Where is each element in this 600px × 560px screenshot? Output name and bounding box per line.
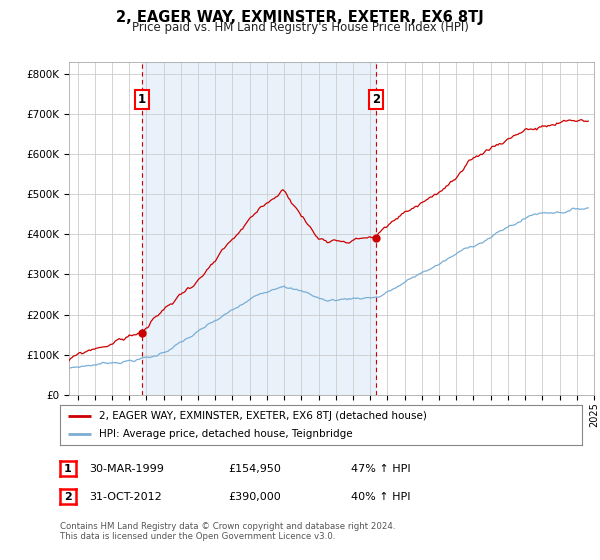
Text: Contains HM Land Registry data © Crown copyright and database right 2024.
This d: Contains HM Land Registry data © Crown c… (60, 522, 395, 542)
Text: 1: 1 (138, 94, 146, 106)
Text: 1: 1 (64, 464, 71, 474)
Text: 47% ↑ HPI: 47% ↑ HPI (351, 464, 410, 474)
Text: HPI: Average price, detached house, Teignbridge: HPI: Average price, detached house, Teig… (99, 430, 353, 439)
Text: 30-MAR-1999: 30-MAR-1999 (89, 464, 164, 474)
Text: 2: 2 (64, 492, 71, 502)
Bar (142, 62, 376, 395)
Text: Price paid vs. HM Land Registry's House Price Index (HPI): Price paid vs. HM Land Registry's House … (131, 21, 469, 34)
Text: 2, EAGER WAY, EXMINSTER, EXETER, EX6 8TJ: 2, EAGER WAY, EXMINSTER, EXETER, EX6 8TJ (116, 10, 484, 25)
Text: 40% ↑ HPI: 40% ↑ HPI (351, 492, 410, 502)
Text: £390,000: £390,000 (228, 492, 281, 502)
Text: 31-OCT-2012: 31-OCT-2012 (89, 492, 161, 502)
Text: 2, EAGER WAY, EXMINSTER, EXETER, EX6 8TJ (detached house): 2, EAGER WAY, EXMINSTER, EXETER, EX6 8TJ… (99, 411, 427, 421)
Text: £154,950: £154,950 (228, 464, 281, 474)
Text: 2: 2 (372, 94, 380, 106)
